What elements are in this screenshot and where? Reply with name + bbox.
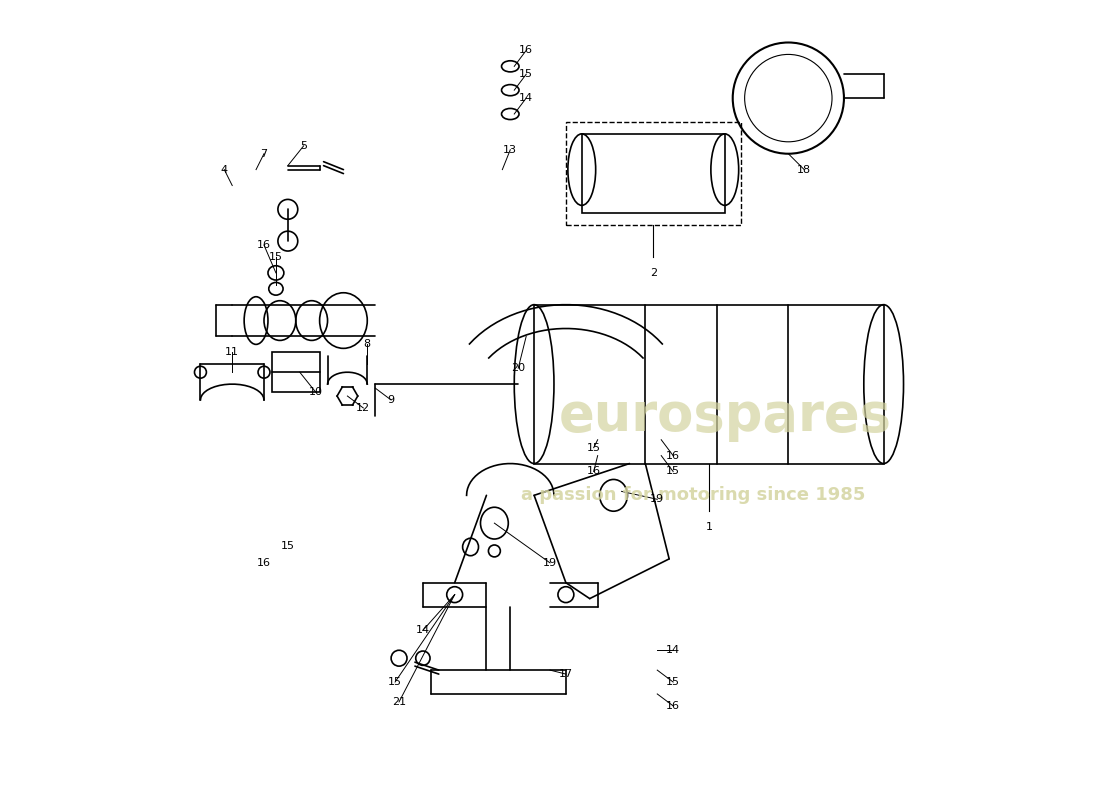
- Text: 15: 15: [280, 541, 295, 551]
- Text: a passion for motoring since 1985: a passion for motoring since 1985: [520, 486, 866, 504]
- Text: 15: 15: [388, 677, 403, 687]
- Text: 14: 14: [519, 93, 534, 103]
- Text: 19: 19: [650, 494, 664, 504]
- Text: 16: 16: [257, 240, 271, 250]
- Text: 14: 14: [667, 646, 680, 655]
- Text: 10: 10: [309, 387, 322, 397]
- Text: 16: 16: [667, 450, 680, 461]
- Text: 14: 14: [416, 626, 430, 635]
- Text: 1: 1: [705, 522, 713, 532]
- Text: 21: 21: [392, 697, 406, 707]
- Text: 15: 15: [667, 677, 680, 687]
- Text: 19: 19: [543, 558, 557, 568]
- Text: 4: 4: [221, 165, 228, 174]
- Text: 15: 15: [268, 252, 283, 262]
- Text: 15: 15: [519, 70, 534, 79]
- Text: 16: 16: [667, 701, 680, 711]
- Text: 15: 15: [586, 442, 601, 453]
- Text: 7: 7: [261, 149, 267, 158]
- Text: 2: 2: [650, 268, 657, 278]
- Text: 18: 18: [798, 165, 812, 174]
- Text: 11: 11: [226, 347, 239, 358]
- Text: 17: 17: [559, 669, 573, 679]
- Text: eurospares: eurospares: [559, 390, 891, 442]
- Bar: [565, 122, 740, 226]
- Text: 9: 9: [387, 395, 395, 405]
- Text: 8: 8: [364, 339, 371, 350]
- Text: 13: 13: [504, 145, 517, 154]
- Text: 16: 16: [519, 46, 534, 55]
- Text: 16: 16: [586, 466, 601, 477]
- Text: 5: 5: [300, 141, 307, 150]
- Text: 12: 12: [356, 403, 371, 413]
- Text: 15: 15: [667, 466, 680, 477]
- Text: 16: 16: [257, 558, 271, 568]
- Text: 20: 20: [512, 363, 526, 374]
